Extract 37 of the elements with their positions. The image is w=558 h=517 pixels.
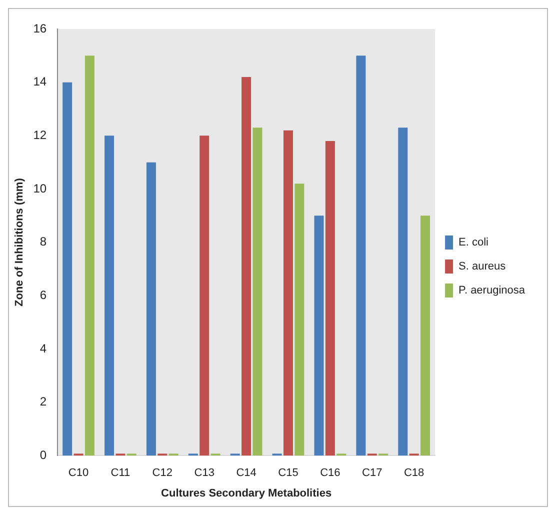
x-tick-label: C12 [152,467,172,480]
x-tick-label: C10 [68,467,89,480]
bar [104,136,114,456]
x-tick-label: C16 [320,467,340,480]
x-tick-label: C13 [194,467,214,480]
y-tick-label: 10 [33,181,47,196]
bar [252,128,262,456]
x-tick-label: C14 [236,467,256,480]
x-tick-label: C15 [278,467,298,480]
x-axis-title: Cultures Secondary Metabolities [161,487,332,500]
y-axis-title: Zone of Inhibitions (mm) [14,178,26,306]
bar [356,56,366,456]
bar [242,76,252,456]
x-tick-label: C18 [404,467,424,480]
y-tick-label: 14 [33,74,47,89]
y-tick-label: 6 [40,288,47,302]
bar [146,162,156,456]
legend-label: P. aeruginosa [458,284,526,297]
y-tick-label: 4 [40,341,47,356]
bar [420,216,430,456]
bar [325,140,335,456]
bar [283,130,293,456]
bar [314,216,324,456]
y-tick-label: 2 [40,394,47,409]
bar [398,128,408,456]
bar [62,82,72,456]
y-tick-label: 12 [33,128,47,142]
y-tick-label: 8 [40,234,47,249]
legend-label: E. coli [458,236,489,249]
y-tick-label: 0 [40,448,47,462]
bar [200,136,210,456]
x-tick-label: C11 [110,467,130,480]
bar [294,184,304,456]
x-tick-label: C17 [362,467,382,480]
legend-label: S. aureus [458,260,506,273]
y-tick-label: 16 [33,21,47,36]
bar [84,56,94,456]
